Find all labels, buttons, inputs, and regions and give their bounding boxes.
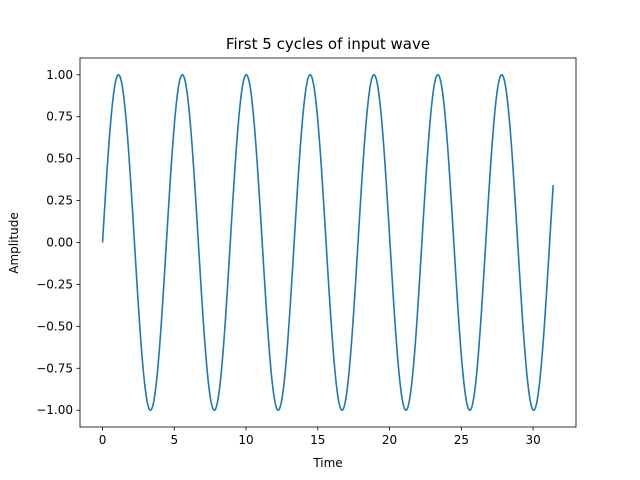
y-tick-label: −0.25: [36, 277, 73, 291]
y-axis-title: Amplitude: [7, 212, 21, 274]
x-tick-label: 30: [525, 433, 540, 447]
y-axis-ticks: −1.00 −0.75 −0.50 −0.25 0.00 0.25 0.50 0.75 1.00: [36, 68, 80, 417]
x-tick-label: 10: [238, 433, 253, 447]
series-line-wave: [101, 73, 554, 412]
x-tick-label: 25: [454, 433, 469, 447]
y-tick-label: 1.00: [46, 68, 73, 82]
y-tick-label: −0.50: [36, 319, 73, 333]
y-tick-label: 0.25: [46, 194, 73, 208]
x-axis-title: Time: [312, 456, 342, 470]
y-tick-label: 0.00: [46, 236, 73, 250]
x-tick-label: 20: [382, 433, 397, 447]
y-tick-label: 0.75: [46, 110, 73, 124]
x-tick-label: 0: [99, 433, 107, 447]
x-tick-label: 5: [170, 433, 178, 447]
x-tick-label: 15: [310, 433, 325, 447]
y-tick-label: −1.00: [36, 403, 73, 417]
y-tick-label: −0.75: [36, 361, 73, 375]
chart-title: First 5 cycles of input wave: [226, 35, 430, 53]
x-axis-ticks: 0 5 10 15 20 25 30: [99, 427, 541, 447]
y-tick-label: 0.50: [46, 152, 73, 166]
